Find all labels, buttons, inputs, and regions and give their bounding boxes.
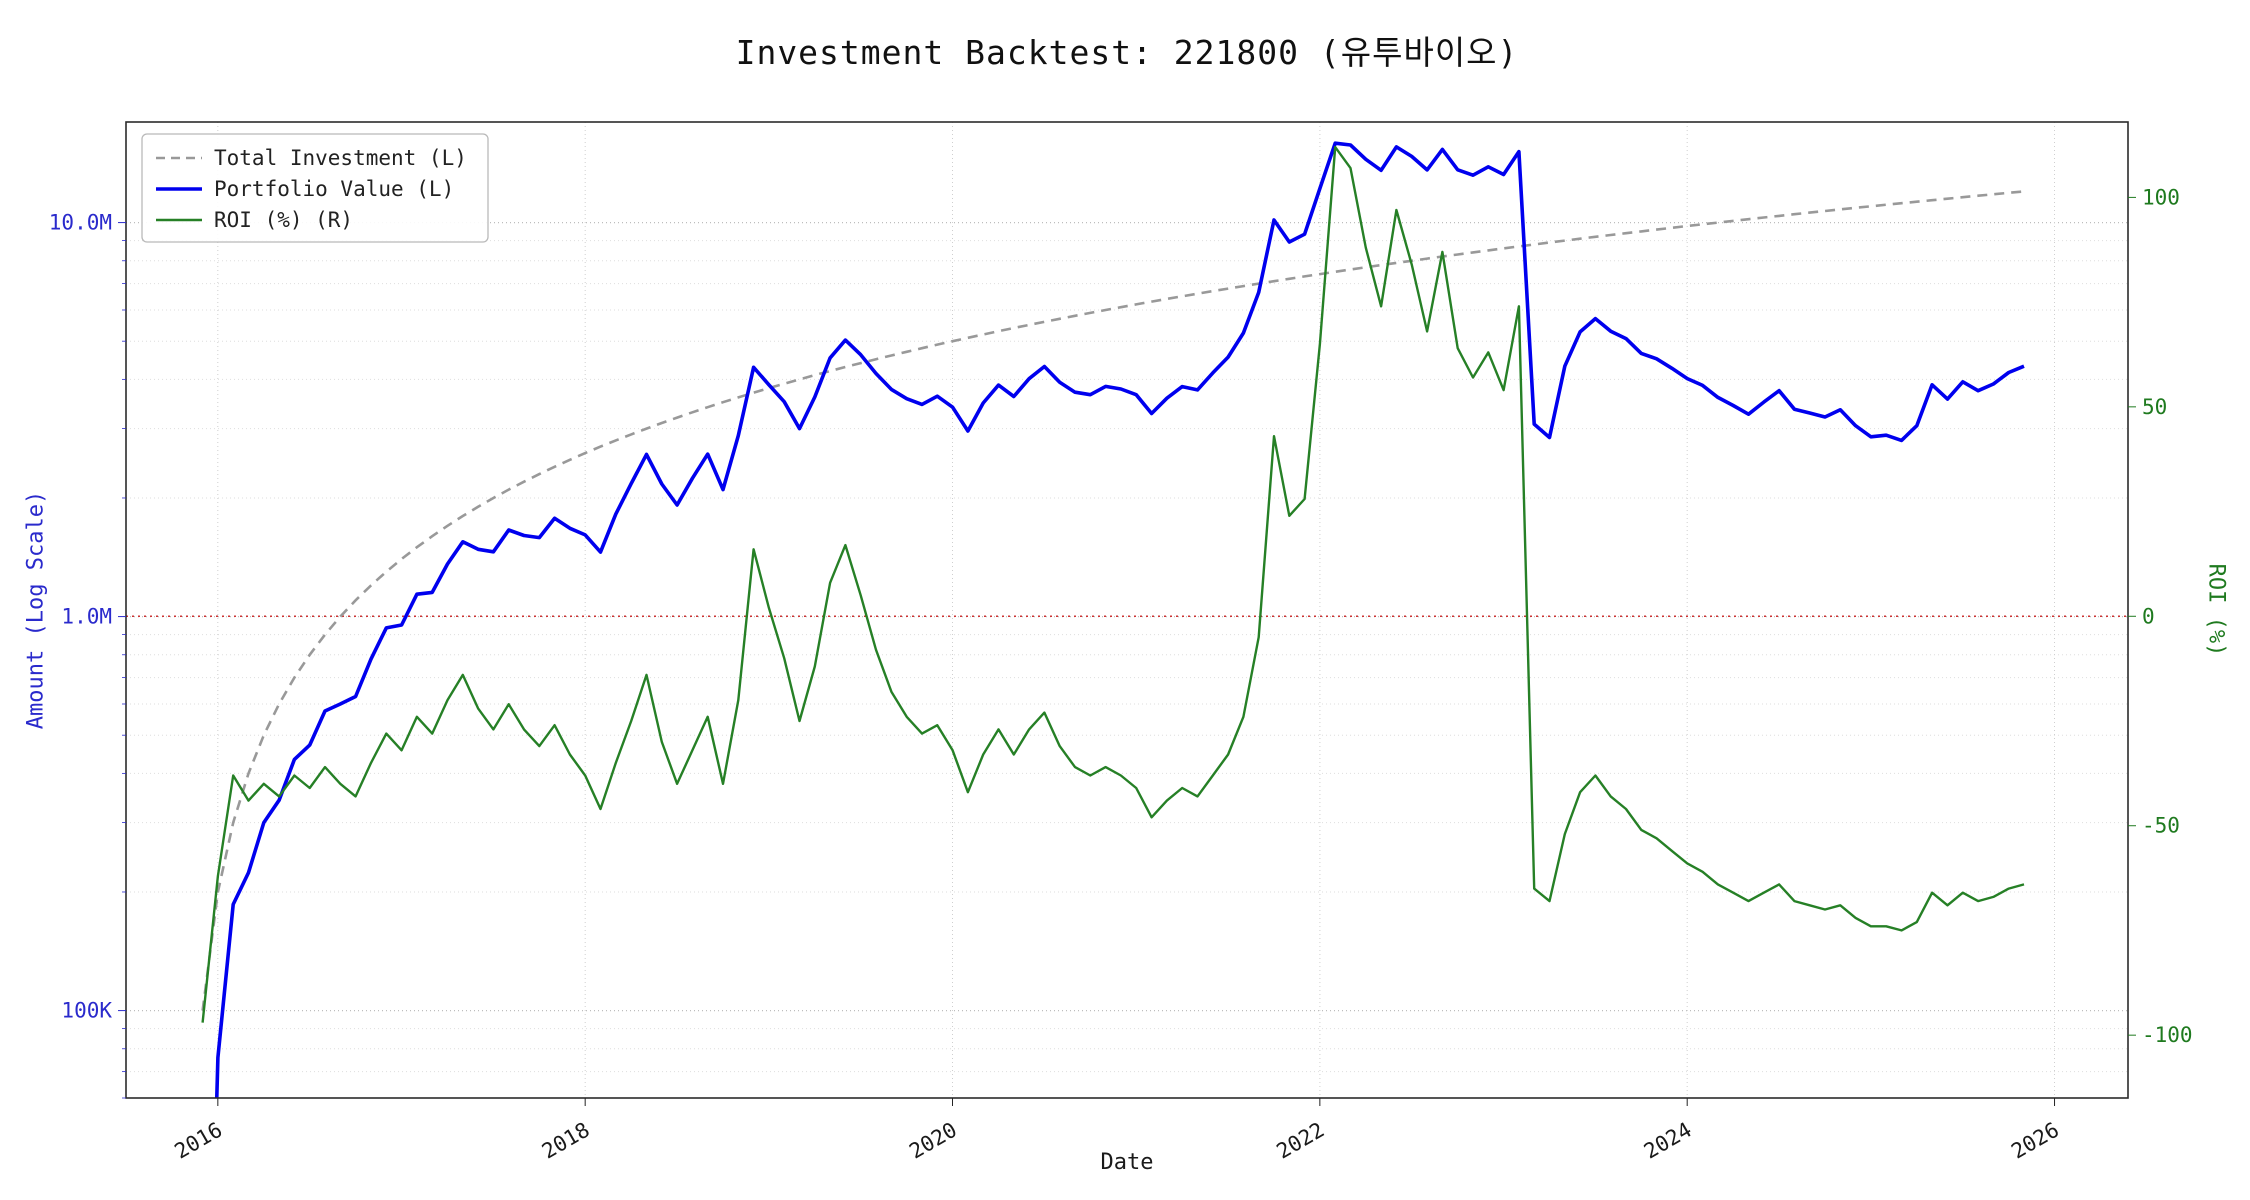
plot-border <box>125 121 2129 1099</box>
svg-text:2018: 2018 <box>538 1118 594 1164</box>
left-axis: 100K 1.0M 10.0M <box>49 211 126 1099</box>
grid <box>126 122 2128 1099</box>
svg-text:2020: 2020 <box>905 1118 961 1164</box>
portfolio-value-line <box>214 141 2025 1098</box>
svg-text:2024: 2024 <box>1640 1118 1696 1164</box>
svg-text:2022: 2022 <box>1273 1118 1329 1164</box>
x-axis: 2016 2018 2020 2022 2024 2026 <box>171 1098 2063 1164</box>
axes: 2016 2018 2020 2022 2024 2026 100K 1.0M 10.0M -10… <box>49 185 2193 1163</box>
legend: Total Investment (L) Portfolio Value (L) R… <box>141 133 489 243</box>
svg-text:-100: -100 <box>2142 1023 2193 1047</box>
svg-text:-50: -50 <box>2142 814 2180 838</box>
svg-text:100: 100 <box>2142 185 2180 209</box>
svg-text:100K: 100K <box>61 999 112 1023</box>
svg-text:1.0M: 1.0M <box>61 605 112 629</box>
legend-label: ROI (%) (R) <box>214 208 353 232</box>
right-axis: -100 -50 0 50 100 <box>2128 185 2193 1047</box>
total-investment-line <box>201 190 2025 1011</box>
svg-text:0: 0 <box>2142 604 2155 628</box>
svg-text:10.0M: 10.0M <box>49 211 112 235</box>
roi-line <box>201 145 2025 1023</box>
chart-title: Investment Backtest: 221800 (유투바이오) <box>735 33 1519 72</box>
svg-text:50: 50 <box>2142 395 2167 419</box>
legend-label: Total Investment (L) <box>214 146 467 170</box>
x-axis-label: Date <box>1100 1150 1154 1175</box>
svg-text:2026: 2026 <box>2007 1118 2063 1164</box>
legend-label: Portfolio Value (L) <box>214 177 454 201</box>
svg-text:2016: 2016 <box>171 1118 227 1164</box>
